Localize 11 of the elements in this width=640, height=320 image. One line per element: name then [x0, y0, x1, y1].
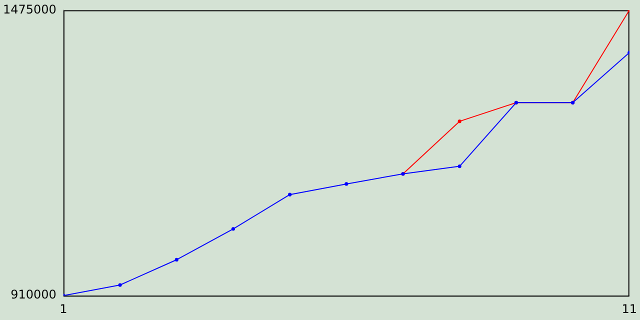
point [118, 283, 122, 287]
point [458, 164, 462, 168]
point [458, 120, 462, 124]
x-tick-label: 1 [60, 302, 68, 316]
x-tick-label: 11 [622, 302, 638, 316]
y-tick-label: 1475000 [2, 2, 56, 16]
point [174, 258, 178, 262]
point [288, 192, 292, 196]
y-tick-label: 910000 [10, 288, 56, 302]
point [344, 182, 348, 186]
point [231, 227, 236, 231]
